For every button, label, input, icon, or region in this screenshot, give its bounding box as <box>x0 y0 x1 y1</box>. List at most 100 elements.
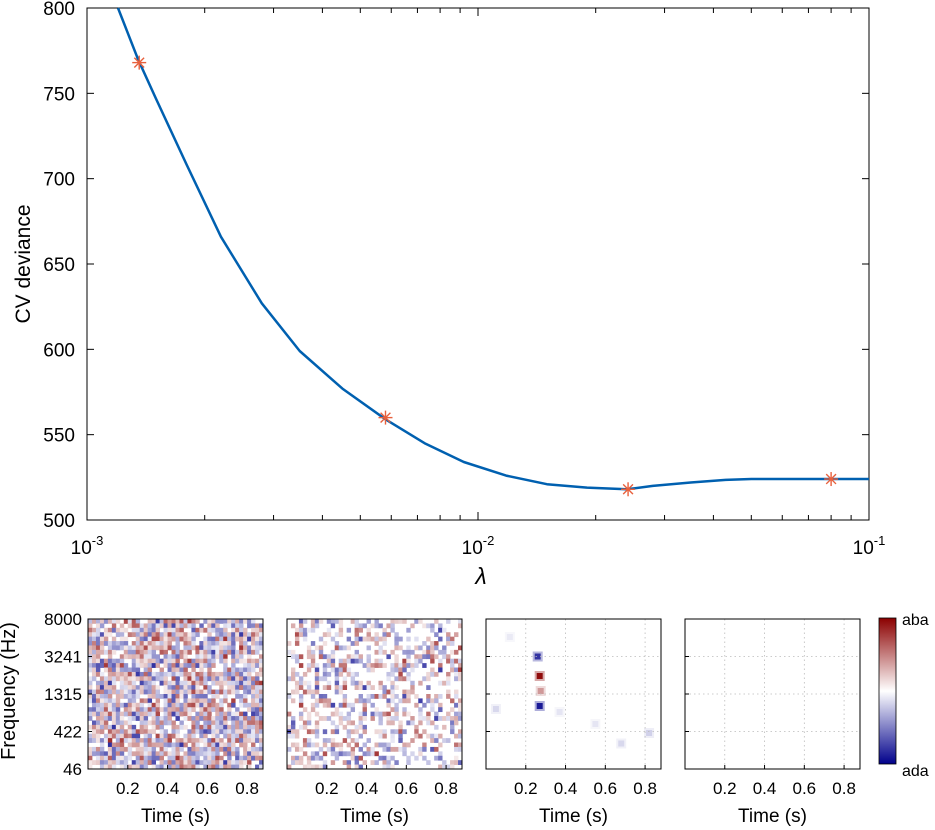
heatmap-cell <box>179 746 184 752</box>
heatmap-cell <box>175 711 180 717</box>
heatmap-cell <box>143 680 149 686</box>
heatmap-cell <box>95 654 101 660</box>
heatmap-cell <box>151 694 157 699</box>
heatmap-cell <box>350 658 356 664</box>
heatmap-cell <box>243 619 248 624</box>
heatmap-cell <box>259 641 264 646</box>
heatmap-cell <box>143 649 149 655</box>
heatmap-cell <box>454 649 459 655</box>
heatmap-cell <box>203 698 208 704</box>
heatmap-cell <box>434 755 439 761</box>
heatmap-cell <box>338 746 344 752</box>
heatmap-cell <box>167 641 172 646</box>
heatmap-cell <box>211 716 216 721</box>
heatmap-cell <box>362 742 367 748</box>
heatmap-cell <box>247 755 252 761</box>
x-tick-label: 0.2 <box>315 779 339 798</box>
heatmap-cell <box>107 654 113 660</box>
heatmap-cell <box>211 641 216 646</box>
heatmap-cell <box>298 746 304 752</box>
heatmap-cell <box>334 742 340 748</box>
heatmap-cell <box>458 760 463 765</box>
heatmap-cell <box>167 711 172 717</box>
heatmap-cell <box>434 724 439 730</box>
heatmap-cell <box>167 619 172 624</box>
heatmap-cell <box>187 632 192 638</box>
heatmap-cell <box>410 716 415 721</box>
heatmap-cell <box>99 623 105 629</box>
heatmap-cell <box>107 724 113 730</box>
heatmap-cell <box>255 746 260 752</box>
heatmap-cell <box>95 671 101 677</box>
heatmap-cell <box>310 689 316 695</box>
heatmap-cell <box>143 729 149 735</box>
heatmap-cell <box>207 746 212 752</box>
heatmap-cell <box>195 702 200 708</box>
heatmap-cell <box>111 751 117 757</box>
heatmap-cell <box>390 680 395 686</box>
heatmap-cell <box>219 676 224 682</box>
heatmap-cell <box>215 645 220 651</box>
heatmap-cell <box>207 641 212 646</box>
heatmap-cell <box>322 667 328 673</box>
heatmap-cell <box>151 751 157 757</box>
heatmap-cell <box>382 733 387 739</box>
heatmap-cell <box>370 751 375 757</box>
heatmap-cell <box>255 755 260 761</box>
heatmap-cell <box>402 663 407 668</box>
heatmap-cell <box>175 738 180 743</box>
heatmap-cell <box>223 742 228 748</box>
heatmap-cell <box>438 680 443 686</box>
heatmap-cell <box>175 636 180 642</box>
heatmap-cell <box>398 738 403 743</box>
heatmap-cell <box>215 729 220 735</box>
heatmap-cell <box>107 619 113 624</box>
heatmap-cell <box>107 645 113 651</box>
heatmap-cell <box>255 685 260 690</box>
heatmap-cell <box>183 632 188 638</box>
heatmap-cell <box>88 746 93 752</box>
heatmap-cell <box>231 711 236 717</box>
heatmap-cell <box>326 746 332 752</box>
heatmap-cell <box>91 760 97 765</box>
heatmap-cell <box>215 641 220 646</box>
heatmap-cell <box>322 663 328 668</box>
heatmap-cell <box>95 694 101 699</box>
heatmap-cell <box>290 654 296 660</box>
heatmap-cell <box>235 760 240 765</box>
heatmap-cell <box>318 645 324 651</box>
heatmap-cell <box>99 755 105 761</box>
heatmap-cell <box>402 667 407 673</box>
heatmap-cell <box>243 724 248 730</box>
heatmap-cell <box>155 658 160 664</box>
heatmap-cell <box>259 658 264 664</box>
heatmap-cell <box>183 760 188 765</box>
heatmap-cell <box>223 698 228 704</box>
heatmap-cell <box>235 658 240 664</box>
heatmap-cell <box>175 742 180 748</box>
heatmap-cell <box>103 667 109 673</box>
heatmap-cell <box>195 676 200 682</box>
heatmap-cell <box>378 694 383 699</box>
heatmap-cell <box>406 663 411 668</box>
heatmap-cell <box>406 698 411 704</box>
heatmap-cell <box>454 716 459 721</box>
heatmap-cell <box>131 751 137 757</box>
deviance-plot-frame <box>86 7 870 521</box>
heatmap-cell <box>251 667 256 673</box>
heatmap-cell <box>151 685 157 690</box>
heatmap-cell <box>203 742 208 748</box>
heatmap-cell <box>199 667 204 673</box>
heatmap-cell <box>223 636 228 642</box>
heatmap-cell <box>155 636 160 642</box>
heatmap-cell <box>243 746 248 752</box>
heatmap-cell <box>123 746 129 752</box>
heatmap-cell <box>163 689 168 695</box>
heatmap-cell <box>223 645 228 651</box>
heatmap-cell <box>618 740 625 747</box>
heatmap-cell <box>290 649 296 655</box>
heatmap-cell <box>255 636 260 642</box>
heatmap-cell <box>147 711 153 717</box>
heatmap-cell <box>414 619 419 624</box>
heatmap-cell <box>131 645 137 651</box>
